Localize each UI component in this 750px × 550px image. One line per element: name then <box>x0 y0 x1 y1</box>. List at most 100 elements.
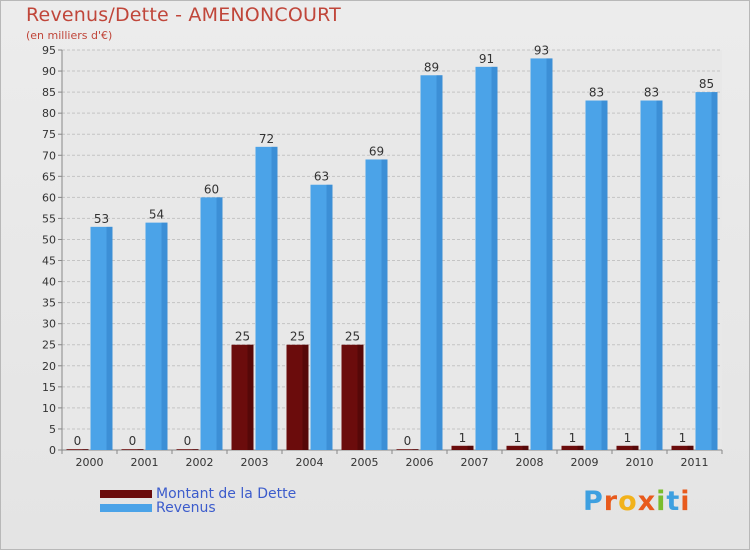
x-tick-label: 2000 <box>76 456 104 469</box>
bar-shade <box>711 92 718 451</box>
bar-shade <box>192 449 199 450</box>
x-tick-label: 2009 <box>571 456 599 469</box>
x-tick-label: 2005 <box>351 456 379 469</box>
data-label: 83 <box>589 86 604 100</box>
legend-label-revenus: Revenus <box>156 500 216 516</box>
y-tick-label: 65 <box>42 170 56 183</box>
data-label: 25 <box>345 330 360 344</box>
bar-dette <box>66 449 89 450</box>
data-label: 83 <box>644 86 659 100</box>
data-label: 0 <box>129 434 137 448</box>
bar-shade <box>577 445 584 450</box>
bar-shade <box>271 146 278 450</box>
y-tick-label: 90 <box>42 65 56 78</box>
bar-shade <box>412 449 419 450</box>
y-tick-label: 20 <box>42 360 56 373</box>
y-tick-label: 35 <box>42 297 56 310</box>
bar-dette <box>286 344 309 450</box>
data-label: 54 <box>149 208 164 222</box>
logo-letter: t <box>666 486 681 517</box>
bar-dette <box>451 445 474 450</box>
y-tick-label: 40 <box>42 276 56 289</box>
y-tick-label: 25 <box>42 339 56 352</box>
bar-dette <box>561 445 584 450</box>
chart-subtitle: (en milliers d'€) <box>26 29 113 42</box>
bar-shade <box>467 445 474 450</box>
bar-shade <box>491 66 498 450</box>
bar-shade <box>522 445 529 450</box>
bar-shade <box>601 100 608 451</box>
data-label: 89 <box>424 60 439 74</box>
bar-revenus <box>640 100 663 451</box>
bar-dette <box>231 344 254 450</box>
bar-revenus <box>145 222 168 450</box>
x-tick-label: 2001 <box>131 456 159 469</box>
data-label: 91 <box>479 52 494 66</box>
legend-swatch-dette <box>100 490 152 498</box>
y-tick-label: 55 <box>42 212 56 225</box>
y-tick-label: 70 <box>42 149 56 162</box>
y-tick-label: 45 <box>42 255 56 268</box>
bar-revenus <box>695 92 718 451</box>
plot-area <box>62 50 722 450</box>
bar-shade <box>302 344 309 450</box>
bar-revenus <box>365 159 388 450</box>
legend-item-dette: Montant de la Dette <box>100 487 296 501</box>
data-label: 69 <box>369 144 384 158</box>
bar-dette <box>396 449 419 450</box>
bar-dette <box>176 449 199 450</box>
data-label: 0 <box>74 434 82 448</box>
y-tick-label: 30 <box>42 318 56 331</box>
y-tick-label: 5 <box>49 423 56 436</box>
data-label: 1 <box>624 431 632 445</box>
bar-revenus <box>585 100 608 451</box>
logo-letter: r <box>603 486 619 517</box>
data-label: 72 <box>259 132 274 146</box>
data-label: 1 <box>679 431 687 445</box>
bar-shade <box>106 226 113 450</box>
bar-revenus <box>90 226 113 450</box>
y-tick-label: 10 <box>42 402 56 415</box>
bar-shade <box>326 184 333 450</box>
bar-revenus <box>530 58 553 450</box>
bar-shade <box>247 344 254 450</box>
proxiti-logo: Proxiti <box>583 486 691 517</box>
bar-dette <box>506 445 529 450</box>
data-label: 0 <box>404 434 412 448</box>
bar-dette <box>121 449 144 450</box>
y-tick-label: 0 <box>49 444 56 457</box>
y-tick-label: 75 <box>42 128 56 141</box>
bar-shade <box>687 445 694 450</box>
data-label: 1 <box>459 431 467 445</box>
bar-dette <box>671 445 694 450</box>
data-label: 0 <box>184 434 192 448</box>
y-tick-label: 80 <box>42 107 56 120</box>
data-label: 1 <box>514 431 522 445</box>
legend: Montant de la Dette Revenus <box>100 487 296 515</box>
data-label: 60 <box>204 182 219 196</box>
data-label: 93 <box>534 43 549 57</box>
logo-letter: i <box>656 486 667 517</box>
bar-shade <box>436 75 443 451</box>
bar-revenus <box>200 197 223 450</box>
data-label: 63 <box>314 170 329 184</box>
legend-item-revenus: Revenus <box>100 501 296 515</box>
bar-shade <box>546 58 553 450</box>
legend-label-dette: Montant de la Dette <box>156 486 297 502</box>
bar-shade <box>82 449 89 450</box>
bar-revenus <box>420 75 443 451</box>
data-label: 25 <box>235 330 250 344</box>
y-tick-label: 50 <box>42 233 56 246</box>
logo-letter: x <box>637 486 657 517</box>
x-tick-label: 2008 <box>516 456 544 469</box>
bar-shade <box>656 100 663 451</box>
logo-letter: i <box>680 486 691 517</box>
bar-dette <box>616 445 639 450</box>
x-tick-label: 2006 <box>406 456 434 469</box>
x-tick-label: 2011 <box>681 456 709 469</box>
data-label: 85 <box>699 77 714 91</box>
bar-revenus <box>475 66 498 450</box>
x-tick-label: 2010 <box>626 456 654 469</box>
bar-revenus <box>310 184 333 450</box>
x-tick-label: 2003 <box>241 456 269 469</box>
